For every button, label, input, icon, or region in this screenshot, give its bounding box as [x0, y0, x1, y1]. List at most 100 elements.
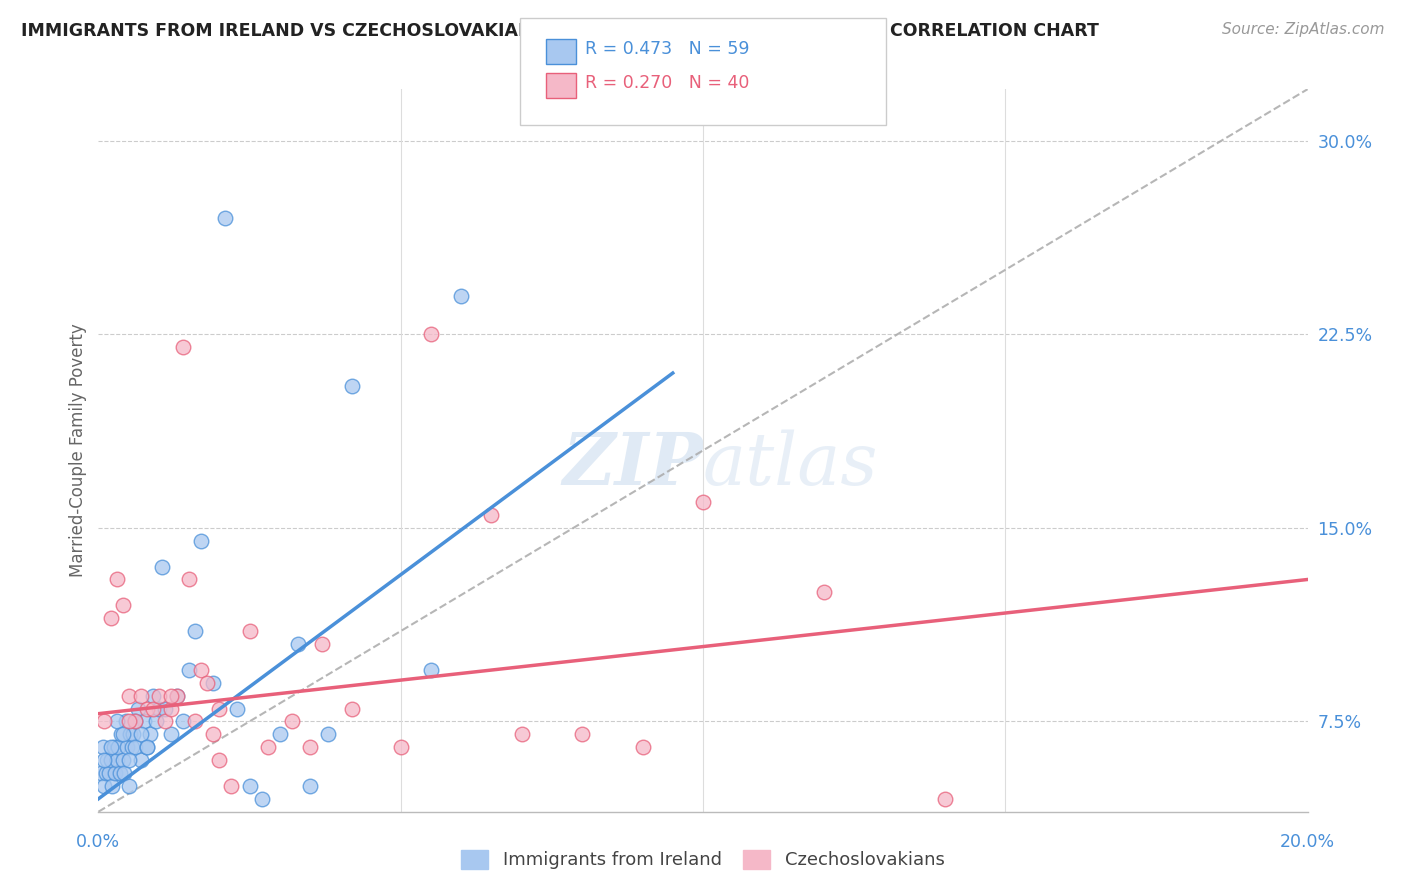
Point — [281, 714, 304, 729]
Point — [190, 663, 212, 677]
Point — [420, 327, 443, 342]
Point — [145, 714, 167, 729]
Point — [389, 740, 412, 755]
Point — [108, 766, 131, 780]
Point — [172, 714, 194, 729]
Point — [124, 714, 146, 729]
Text: R = 0.473   N = 59: R = 0.473 N = 59 — [585, 40, 749, 58]
Point — [148, 701, 170, 715]
Point — [118, 753, 141, 767]
Point — [118, 714, 141, 729]
Point — [100, 740, 122, 755]
Point — [299, 740, 322, 755]
Point — [226, 701, 249, 715]
Legend: Immigrants from Ireland, Czechoslovakians: Immigrants from Ireland, Czechoslovakian… — [453, 841, 953, 879]
Point — [631, 740, 654, 755]
Point — [153, 714, 176, 729]
Point — [118, 779, 141, 793]
Point — [166, 689, 188, 703]
Text: Source: ZipAtlas.com: Source: ZipAtlas.com — [1222, 22, 1385, 37]
Point — [142, 701, 165, 715]
Point — [100, 753, 122, 767]
Point — [107, 740, 129, 755]
Point — [692, 495, 714, 509]
Point — [117, 740, 139, 755]
Point — [160, 727, 183, 741]
Point — [121, 740, 143, 755]
Point — [105, 714, 128, 729]
Point — [135, 740, 157, 755]
Point — [195, 675, 218, 690]
Point — [91, 740, 114, 755]
Point — [160, 689, 183, 703]
Point — [103, 740, 125, 755]
Point — [100, 779, 122, 793]
Point — [256, 740, 278, 755]
Point — [104, 766, 127, 780]
Point — [142, 689, 165, 703]
Point — [93, 753, 115, 767]
Point — [129, 689, 152, 703]
Point — [129, 727, 152, 741]
Point — [93, 779, 115, 793]
Point — [105, 573, 128, 587]
Point — [96, 753, 118, 767]
Text: atlas: atlas — [703, 430, 879, 500]
Point — [160, 701, 183, 715]
Point — [202, 727, 225, 741]
Point — [110, 727, 132, 741]
Point — [208, 701, 231, 715]
Point — [190, 533, 212, 548]
Point — [342, 701, 364, 715]
Point — [100, 611, 122, 625]
Point — [166, 689, 188, 703]
Point — [214, 211, 236, 226]
Point — [184, 624, 207, 639]
Point — [221, 779, 243, 793]
Point — [153, 701, 176, 715]
Point — [813, 585, 835, 599]
Point — [112, 766, 135, 780]
Point — [148, 689, 170, 703]
Point — [118, 689, 141, 703]
Point — [118, 727, 141, 741]
Text: IMMIGRANTS FROM IRELAND VS CZECHOSLOVAKIAN MARRIED-COUPLE FAMILY POVERTY CORRELA: IMMIGRANTS FROM IRELAND VS CZECHOSLOVAKI… — [21, 22, 1099, 40]
Point — [90, 766, 112, 780]
Point — [94, 766, 117, 780]
Point — [124, 714, 146, 729]
Point — [287, 637, 309, 651]
Point — [250, 792, 273, 806]
Point — [239, 624, 262, 639]
Point — [481, 508, 503, 522]
Text: 0.0%: 0.0% — [76, 833, 121, 851]
Point — [510, 727, 533, 741]
Point — [299, 779, 322, 793]
Point — [420, 663, 443, 677]
Point — [135, 740, 157, 755]
Point — [150, 559, 173, 574]
Point — [124, 740, 146, 755]
Point — [311, 637, 333, 651]
Point — [93, 714, 115, 729]
Point — [269, 727, 291, 741]
Point — [202, 675, 225, 690]
Point — [114, 714, 136, 729]
Point — [135, 701, 157, 715]
Point — [184, 714, 207, 729]
Text: R = 0.270   N = 40: R = 0.270 N = 40 — [585, 74, 749, 92]
Text: 20.0%: 20.0% — [1279, 833, 1336, 851]
Point — [571, 727, 593, 741]
Point — [179, 663, 201, 677]
Point — [752, 830, 775, 845]
Point — [239, 779, 262, 793]
Point — [111, 599, 134, 613]
Point — [105, 753, 128, 767]
Point — [450, 288, 472, 302]
Point — [316, 727, 339, 741]
Point — [122, 727, 145, 741]
Point — [129, 753, 152, 767]
Point — [179, 573, 201, 587]
Y-axis label: Married-Couple Family Poverty: Married-Couple Family Poverty — [69, 324, 87, 577]
Point — [111, 753, 134, 767]
Text: ZIP: ZIP — [562, 429, 703, 500]
